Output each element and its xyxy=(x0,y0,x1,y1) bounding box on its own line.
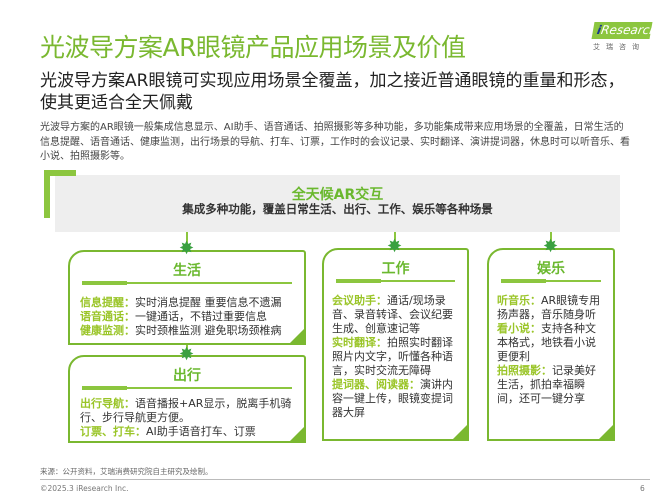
item-key: 听音乐： xyxy=(497,294,541,307)
item-key: 健康监测： xyxy=(80,324,135,337)
item-value: 一键通话，不错过重要信息 xyxy=(135,310,267,323)
item-value: 拍照实时翻译照片内文字，听懂各种语言，实时交流无障碍 xyxy=(332,336,453,377)
connector-line xyxy=(394,232,396,248)
item-key: 出行导航： xyxy=(80,397,135,410)
footer-divider xyxy=(40,479,650,480)
item-value: 支持各种文本格式，地铁看小说更便利 xyxy=(497,322,596,363)
card-title: 娱乐 xyxy=(537,261,565,277)
subtitle: 光波导方案AR眼镜可实现应用场景全覆盖，加之接近普通眼镜的重量和形态，使其更适合… xyxy=(40,71,625,113)
item-value: 演讲内容一键上传，眼镜变提词器大屏 xyxy=(332,378,453,419)
card-title: 工作 xyxy=(381,261,410,277)
star-icon: ✸ xyxy=(179,344,195,365)
corner-bracket xyxy=(44,170,76,218)
band-heading: 全天候AR交互 xyxy=(291,187,384,203)
item-value: 记录美好生活，抓拍幸福瞬间，还可一键分享 xyxy=(497,364,596,405)
divider xyxy=(501,279,601,283)
card-travel: 出行 出行导航：语音播报+AR显示，脱离手机骑行、步行导航更方便。 订票、打车：… xyxy=(68,355,306,443)
card-life: 生活 信息提醒：实时消息提醒 重要信息不遗漏 语音通话：一键通话，不错过重要信息… xyxy=(68,250,306,345)
divider xyxy=(82,386,292,390)
item-value: 实时消息提醒 重要信息不遗漏 xyxy=(135,296,282,309)
source-note: 来源：公开资料，艾瑞消费研究院自主研究及绘制。 xyxy=(40,467,213,476)
item-key: 看小说： xyxy=(497,322,541,335)
item-key: 订票、打车： xyxy=(80,425,146,438)
card-entertainment: 娱乐 听音乐：AR眼镜专用扬声器，音乐随身听 看小说：支持各种文本格式，地铁看小… xyxy=(487,248,615,441)
item-key: 信息提醒： xyxy=(80,296,135,309)
summary-band: 全天候AR交互 集成多种功能，覆盖日常生活、出行、工作、娱乐等各种场景 xyxy=(55,175,620,232)
star-icon: ✸ xyxy=(179,238,195,259)
divider xyxy=(82,281,292,285)
body-text: 光波导方案的AR眼镜一般集成信息显示、AI助手、语音通话、拍照摄影等多种功能，多… xyxy=(40,122,630,162)
star-icon: ✸ xyxy=(543,236,559,257)
iresearch-logo: iResearch 艾瑞咨询 xyxy=(591,22,659,51)
divider xyxy=(336,279,455,283)
item-value: 实时颈椎监测 避免职场颈椎病 xyxy=(135,324,282,337)
item-value: AR眼镜专用扬声器，音乐随身听 xyxy=(497,294,601,321)
band-subheading: 集成多种功能，覆盖日常生活、出行、工作、娱乐等各种场景 xyxy=(182,202,493,216)
item-key: 实时翻译： xyxy=(332,336,387,349)
item-value: AI助手语音打车、订票 xyxy=(146,425,256,438)
card-title: 出行 xyxy=(173,368,201,384)
connector-line xyxy=(186,232,188,248)
connector-line xyxy=(186,344,188,356)
item-key: 会议助手： xyxy=(332,294,387,307)
item-value: 通话/现场录音、录音转译、会议纪要生成、创意速记等 xyxy=(332,294,453,335)
copyright: ©2025.3 iResearch Inc. xyxy=(40,484,129,493)
item-key: 语音通话： xyxy=(80,310,135,323)
connector-line xyxy=(550,232,552,248)
star-icon: ✸ xyxy=(387,236,403,257)
page-title: 光波导方案AR眼镜产品应用场景及价值 xyxy=(40,33,466,62)
item-key: 拍照摄影： xyxy=(497,364,552,377)
item-value: 语音播报+AR显示，脱离手机骑行、步行导航更方便。 xyxy=(80,397,292,424)
item-key: 提词器、阅读器： xyxy=(332,378,420,391)
page-number: 6 xyxy=(640,484,645,493)
card-title: 生活 xyxy=(173,263,201,279)
card-work: 工作 会议助手：通话/现场录音、录音转译、会议纪要生成、创意速记等 实时翻译：拍… xyxy=(322,248,469,441)
